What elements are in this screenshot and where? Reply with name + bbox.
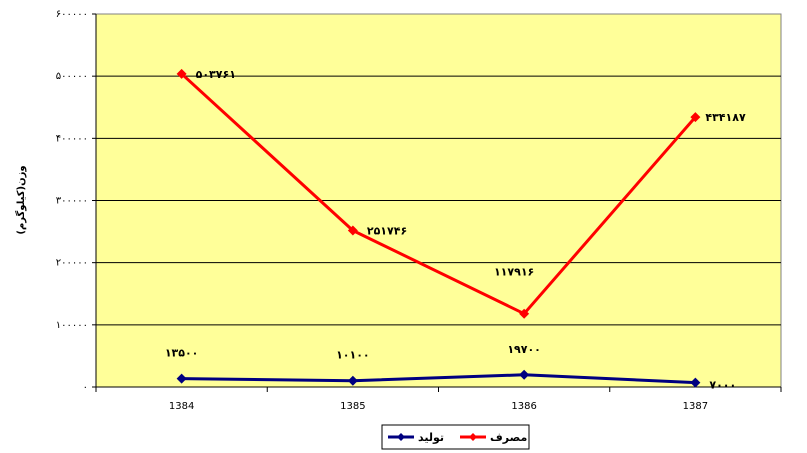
data-point <box>347 225 358 236</box>
series-line-2 <box>181 373 696 385</box>
legend: تولید مصرف <box>381 424 530 450</box>
data-label: ۷۰۰۰ <box>709 379 736 392</box>
y-tick-label: ۳۰۰۰۰۰ <box>56 196 88 207</box>
data-label: ۱۱۷۹۱۶ <box>494 266 534 279</box>
series-line-1 <box>180 72 697 316</box>
data-point <box>347 375 358 386</box>
x-tick-label: 1385 <box>340 401 365 412</box>
y-tick-label: ۴۰۰۰۰۰ <box>56 133 88 144</box>
y-tick-label: ۶۰۰۰۰۰ <box>56 9 88 20</box>
x-tick-label: 1387 <box>683 401 708 412</box>
y-tick-label: ۰ <box>83 382 88 393</box>
data-label: ۱۳۵۰۰ <box>165 347 199 360</box>
legend-swatch-marker <box>469 433 477 441</box>
data-point <box>519 308 530 319</box>
data-point <box>519 369 530 380</box>
data-point <box>690 377 701 388</box>
plot-area: ۰ ۱۰۰۰۰۰ ۲۰۰۰۰۰ ۳۰۰۰۰۰ ۴۰۰۰۰۰ ۵۰۰۰۰۰ ۶۰۰۰۰۰ 138… <box>56 9 782 412</box>
legend-swatch-marker <box>397 433 405 441</box>
data-label: ۱۰۱۰۰ <box>336 349 370 362</box>
data-label: ۲۵۱۷۴۶ <box>367 224 407 237</box>
data-label: ۱۹۷۰۰ <box>507 343 541 356</box>
y-axis-label: وزن(کیلوگرم) <box>14 165 27 234</box>
data-point <box>690 112 701 123</box>
y-tick-label: ۵۰۰۰۰۰ <box>56 71 88 82</box>
data-point <box>176 68 187 79</box>
y-tick-label: ۱۰۰۰۰۰ <box>56 320 88 331</box>
x-tick-label: 1386 <box>511 401 536 412</box>
legend-label: مصرف <box>490 431 527 444</box>
data-label: ۵۰۳۷۶۱ <box>196 68 236 81</box>
y-tick-label: ۲۰۰۰۰۰ <box>56 258 88 269</box>
data-label: ۴۳۴۱۸۷ <box>705 111 746 124</box>
x-tick-label: 1384 <box>169 401 194 412</box>
legend-label: تولید <box>418 431 444 444</box>
data-point <box>176 373 187 384</box>
